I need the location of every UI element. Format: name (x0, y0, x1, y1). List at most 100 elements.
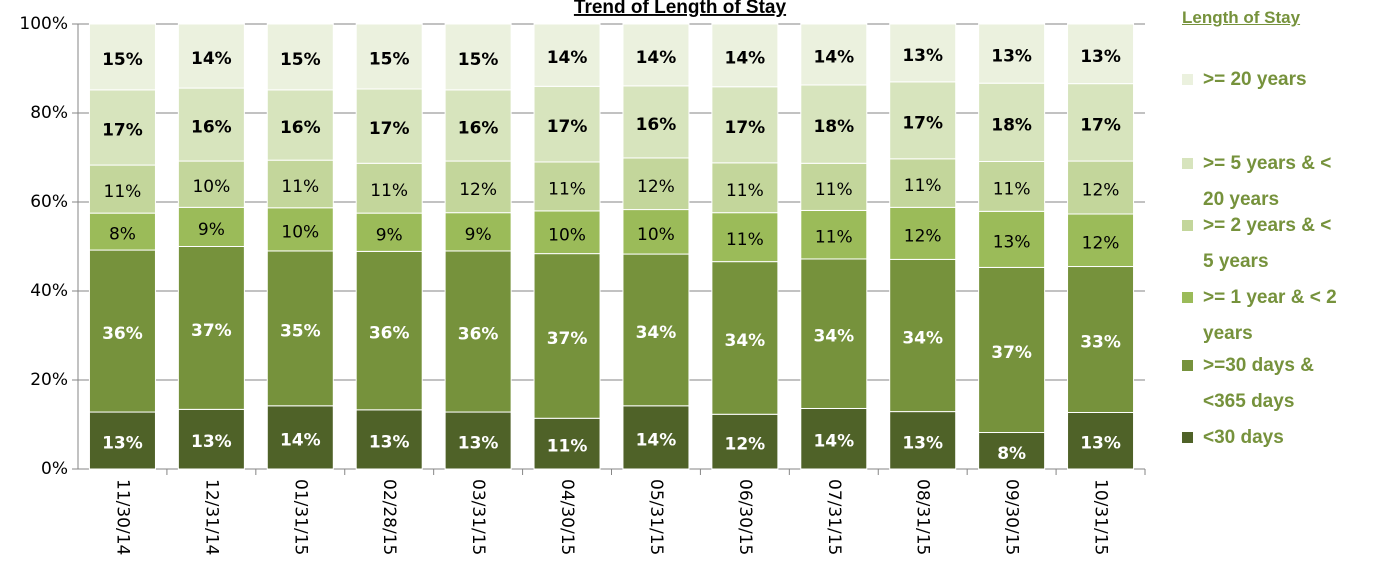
bar-segment (889, 23, 957, 83)
data-label: 17% (725, 118, 766, 138)
bar-segment (266, 405, 334, 470)
bar-segment (978, 266, 1046, 434)
data-label: 36% (102, 324, 143, 344)
legend-label: <30 days (1203, 427, 1284, 448)
bar-segment (266, 23, 334, 91)
bar-segment (266, 250, 334, 407)
bar-segment (622, 157, 690, 211)
x-tick-label: 07/31/15 (824, 479, 844, 555)
data-label: 15% (458, 50, 499, 70)
data-label: 14% (191, 49, 232, 69)
data-label: 10% (281, 222, 319, 242)
data-label: 16% (458, 118, 499, 138)
data-label: 9% (376, 225, 403, 245)
bar-segment (1067, 23, 1135, 85)
legend-label: >= 20 years (1203, 69, 1307, 90)
x-tick-label: 08/31/15 (913, 479, 933, 555)
chart-title: Trend of Length of Stay (574, 0, 787, 18)
y-tick-label: 40% (30, 281, 68, 301)
data-label: 33% (1080, 333, 1121, 353)
x-tick-label: 06/30/15 (735, 479, 755, 555)
bar-segment (711, 162, 779, 214)
bar-segment (711, 23, 779, 88)
data-label: 9% (198, 220, 225, 240)
data-label: 37% (991, 343, 1032, 363)
y-tick-label: 20% (30, 370, 68, 390)
legend-title: Length of Stay (1182, 8, 1301, 27)
bar-segment (1067, 411, 1135, 470)
legend-entry: >=30 days & <365 days (1180, 348, 1370, 420)
data-label: 11% (370, 181, 408, 201)
bar-segment (177, 408, 245, 470)
data-label: 15% (369, 49, 410, 69)
data-label: 13% (902, 433, 943, 453)
bar-segment (622, 85, 690, 159)
bar-segment (533, 417, 601, 470)
legend-entry: >= 1 year & < 2 years (1180, 280, 1370, 352)
legend-swatch (1182, 432, 1193, 443)
bar-segment (889, 258, 957, 413)
x-tick-label: 05/31/15 (646, 479, 666, 555)
data-label: 13% (1080, 434, 1121, 454)
data-label: 17% (547, 117, 588, 137)
data-label: 16% (280, 118, 321, 138)
legend-label: >= 5 years & < 20 years (1203, 153, 1332, 210)
legend-swatch (1182, 220, 1193, 231)
data-label: 14% (547, 48, 588, 68)
data-label: 17% (369, 119, 410, 139)
x-tick-label: 03/31/15 (468, 479, 488, 555)
data-label: 37% (191, 321, 232, 341)
x-tick-label: 10/31/15 (1091, 479, 1111, 555)
data-label: 13% (102, 434, 143, 454)
y-tick-label: 0% (41, 459, 68, 479)
bar-segment (88, 249, 156, 413)
legend-swatch (1182, 292, 1193, 303)
bar-segment (533, 23, 601, 87)
y-tick-label: 60% (30, 192, 68, 212)
bar-segment (1067, 83, 1135, 162)
data-label: 17% (902, 113, 943, 133)
bar-segment (978, 210, 1046, 268)
bar-segment (711, 413, 779, 470)
data-label: 17% (102, 120, 143, 140)
bar-segment (266, 207, 334, 252)
data-label: 12% (1082, 181, 1120, 201)
bar-segment (533, 253, 601, 419)
data-label: 11% (815, 180, 853, 200)
data-label: 14% (725, 48, 766, 68)
data-label: 13% (458, 434, 499, 454)
data-label: 10% (192, 177, 230, 197)
bar-segment (355, 212, 423, 252)
legend-entry: <30 days (1180, 420, 1370, 456)
bar-segment (177, 160, 245, 208)
data-label: 11% (281, 177, 319, 197)
legend-swatch (1182, 360, 1193, 371)
bar-segment (355, 23, 423, 90)
data-label: 36% (369, 324, 410, 344)
data-label: 14% (636, 48, 677, 68)
bar-segment (622, 405, 690, 470)
bar-segment (88, 89, 156, 166)
bar-segment (88, 164, 156, 214)
data-label: 14% (813, 47, 854, 67)
bar-segment (444, 23, 512, 91)
bar-segment (533, 210, 601, 255)
bar-segment (266, 89, 334, 161)
bar-segment (978, 161, 1046, 212)
bar-segment (177, 87, 245, 162)
legend-swatch (1182, 74, 1193, 85)
data-label: 14% (813, 432, 854, 452)
bar-segment (978, 82, 1046, 163)
bar-segment (355, 409, 423, 470)
data-label: 15% (280, 50, 321, 70)
x-tick-label: 02/28/15 (379, 479, 399, 555)
bar-segment (88, 23, 156, 91)
data-label: 11% (726, 181, 764, 201)
data-label: 34% (902, 329, 943, 349)
data-label: 11% (993, 179, 1031, 199)
data-label: 18% (991, 115, 1032, 135)
y-tick-label: 80% (30, 103, 68, 123)
bar-segment (711, 212, 779, 263)
data-label: 13% (902, 46, 943, 66)
